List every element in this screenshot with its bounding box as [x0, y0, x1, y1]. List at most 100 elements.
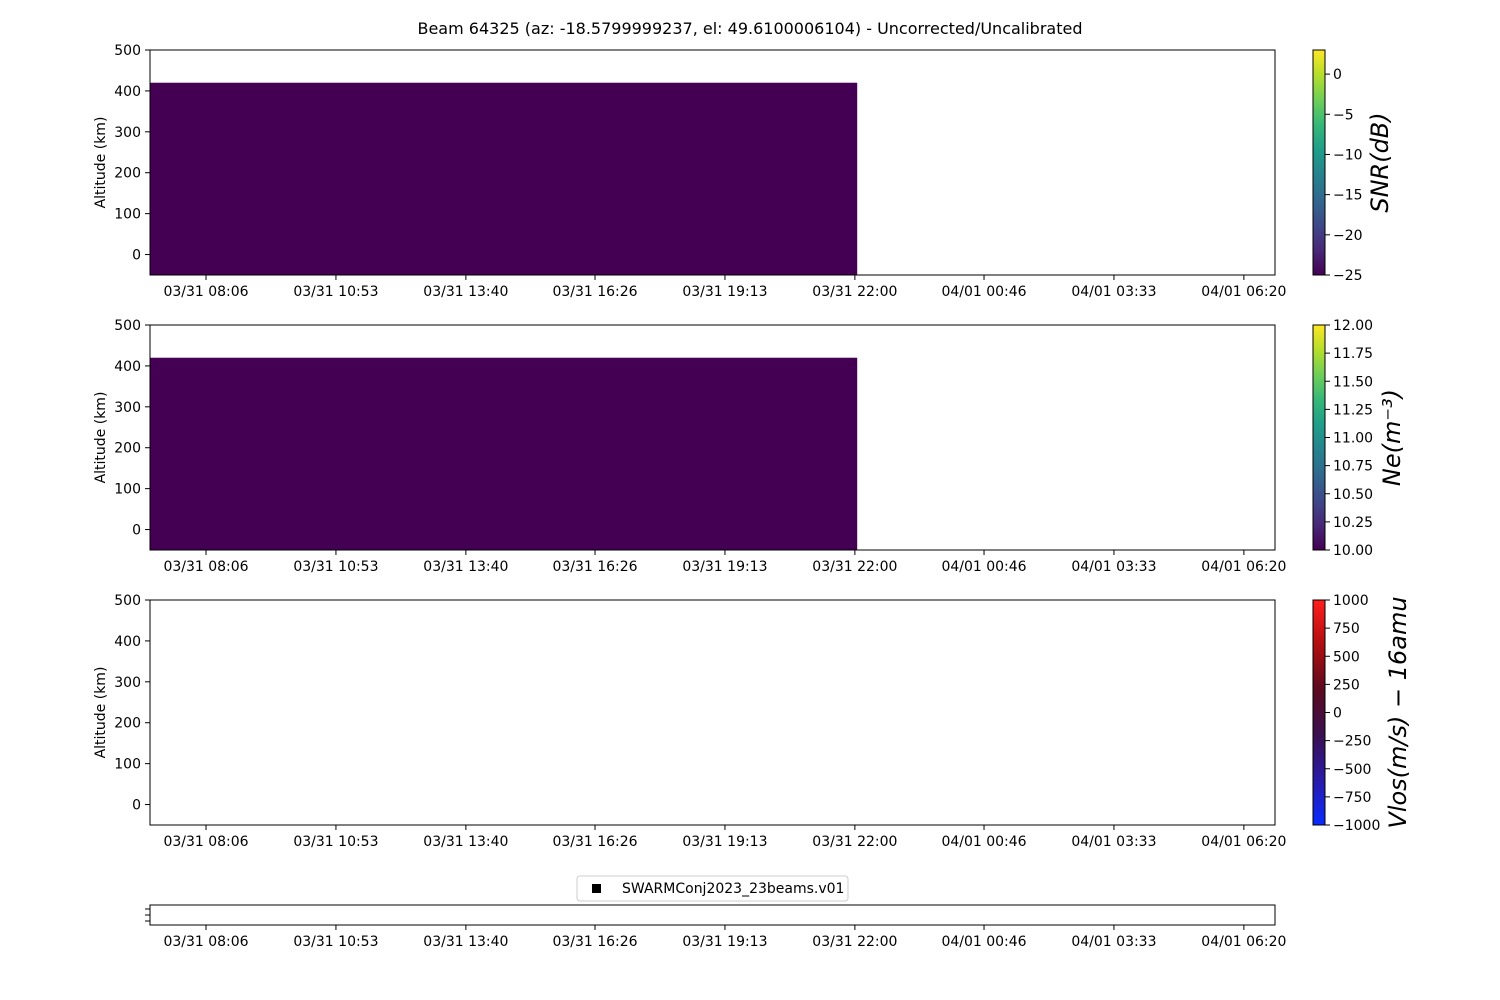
colorbar-tick-label: 750 [1333, 621, 1360, 637]
axes-frame [149, 324, 1276, 551]
panel-2: 0 100 200 300 400 500 Altitude (km) 03/31 08:06… [93, 318, 1406, 575]
colorbar-tick-label: −10 [1333, 147, 1363, 163]
timeline-panel: 03/31 08:06 03/31 10:53 03/31 13:40 03/31 1… [145, 904, 1286, 950]
colorbar-tick-label: 1000 [1333, 593, 1369, 609]
panel-3: 0 100 200 300 400 500 Altitude (km) 03/31 08:06… [93, 593, 1412, 850]
x-tick-label: 03/31 16:26 [552, 559, 637, 575]
colorbar-tick-label: 11.25 [1333, 402, 1373, 418]
colorbar-tick-label: 10.00 [1333, 543, 1373, 559]
x-tick-label: 03/31 08:06 [163, 559, 248, 575]
legend-label: SWARMConj2023_23beams.v01 [622, 881, 844, 897]
y-axis-label: Altitude (km) [93, 117, 109, 209]
y-tick-label: 300 [114, 125, 141, 141]
y-tick-label: 400 [114, 634, 141, 650]
x-tick-label: 03/31 22:00 [812, 284, 897, 300]
x-tick-label: 03/31 13:40 [423, 559, 508, 575]
x-tick-label: 03/31 19:13 [682, 934, 767, 950]
colorbar-tick-label: 10.25 [1333, 515, 1373, 531]
x-tick-label: 03/31 13:40 [423, 934, 508, 950]
colorbar-tick-label: 12.00 [1333, 318, 1373, 334]
x-tick-label: 03/31 19:13 [682, 559, 767, 575]
x-tick-label: 03/31 22:00 [812, 834, 897, 850]
x-tick-label: 04/01 00:46 [941, 284, 1026, 300]
chart-title: Beam 64325 (az: -18.5799999237, el: 49.6… [417, 19, 1082, 38]
colorbar-tick-label: 0 [1333, 67, 1342, 83]
colorbar [1312, 599, 1326, 826]
colorbar-label: Vlos(m/s) − 16amu [1384, 596, 1412, 828]
x-tick-label: 04/01 03:33 [1071, 559, 1156, 575]
colorbar-label: SNR(dB) [1366, 112, 1394, 212]
colorbar-tick-label: −5 [1333, 107, 1354, 123]
x-tick-label: 03/31 10:53 [293, 834, 378, 850]
colorbar-tick-label: −25 [1333, 268, 1363, 284]
x-tick-label: 04/01 03:33 [1071, 284, 1156, 300]
x-tick-label: 04/01 00:46 [941, 934, 1026, 950]
x-tick-label: 03/31 10:53 [293, 559, 378, 575]
x-tick-label: 03/31 16:26 [552, 284, 637, 300]
y-axis-label: Altitude (km) [93, 667, 109, 759]
y-tick-label: 0 [132, 798, 141, 814]
y-axis-label: Altitude (km) [93, 392, 109, 484]
y-tick-label: 0 [132, 523, 141, 539]
x-tick-label: 03/31 13:40 [423, 284, 508, 300]
x-tick-label: 04/01 03:33 [1071, 834, 1156, 850]
colorbar [1312, 49, 1326, 276]
y-tick-label: 400 [114, 359, 141, 375]
axes-frame [149, 49, 1276, 276]
colorbar-tick-label: −20 [1333, 228, 1363, 244]
y-tick-label: 400 [114, 84, 141, 100]
colorbar-tick-label: −15 [1333, 188, 1363, 204]
y-tick-label: 500 [114, 593, 141, 609]
x-tick-label: 03/31 10:53 [293, 284, 378, 300]
x-tick-label: 03/31 19:13 [682, 284, 767, 300]
y-tick-label: 300 [114, 675, 141, 691]
x-tick-label: 03/31 08:06 [163, 934, 248, 950]
y-tick-label: 100 [114, 757, 141, 773]
legend-marker [592, 884, 601, 893]
colorbar-tick-label: 11.50 [1333, 374, 1373, 390]
x-tick-label: 03/31 16:26 [552, 934, 637, 950]
y-tick-label: 500 [114, 318, 141, 334]
colorbar-tick-label: −750 [1333, 790, 1371, 806]
x-tick-label: 03/31 22:00 [812, 559, 897, 575]
y-tick-label: 100 [114, 207, 141, 223]
colorbar-tick-label: 250 [1333, 677, 1360, 693]
x-tick-label: 04/01 03:33 [1071, 934, 1156, 950]
y-tick-label: 200 [114, 441, 141, 457]
data-block [150, 82, 858, 276]
x-tick-label: 03/31 22:00 [812, 934, 897, 950]
x-tick-label: 03/31 13:40 [423, 834, 508, 850]
x-tick-label: 03/31 16:26 [552, 834, 637, 850]
legend-box [576, 875, 849, 902]
colorbar-tick-label: 10.75 [1333, 459, 1373, 475]
y-tick-label: 300 [114, 400, 141, 416]
x-tick-label: 04/01 06:20 [1201, 559, 1286, 575]
y-tick-label: 0 [132, 248, 141, 264]
colorbar-label: Ne(m⁻³) [1378, 389, 1406, 486]
colorbar-tick-label: 11.75 [1333, 346, 1373, 362]
colorbar-tick-label: 10.50 [1333, 487, 1373, 503]
y-tick-label: 500 [114, 43, 141, 59]
legend: SWARMConj2023_23beams.v01 [576, 875, 849, 902]
x-tick-label: 04/01 06:20 [1201, 284, 1286, 300]
data-block [150, 357, 858, 550]
colorbar-tick-label: 0 [1333, 706, 1342, 722]
x-tick-label: 04/01 00:46 [941, 834, 1026, 850]
y-tick-label: 200 [114, 716, 141, 732]
timeline-frame [149, 904, 1276, 926]
axes-frame [149, 599, 1276, 826]
x-tick-label: 03/31 19:13 [682, 834, 767, 850]
x-tick-label: 03/31 08:06 [163, 284, 248, 300]
x-tick-label: 04/01 06:20 [1201, 834, 1286, 850]
colorbar-tick-label: −1000 [1333, 818, 1380, 834]
colorbar-tick-label: −250 [1333, 734, 1371, 750]
x-tick-label: 04/01 06:20 [1201, 934, 1286, 950]
y-tick-label: 200 [114, 166, 141, 182]
x-tick-label: 04/01 00:46 [941, 559, 1026, 575]
colorbar-tick-label: −500 [1333, 762, 1371, 778]
x-tick-label: 03/31 08:06 [163, 834, 248, 850]
colorbar [1312, 324, 1326, 551]
y-tick-label: 100 [114, 482, 141, 498]
x-tick-label: 03/31 10:53 [293, 934, 378, 950]
